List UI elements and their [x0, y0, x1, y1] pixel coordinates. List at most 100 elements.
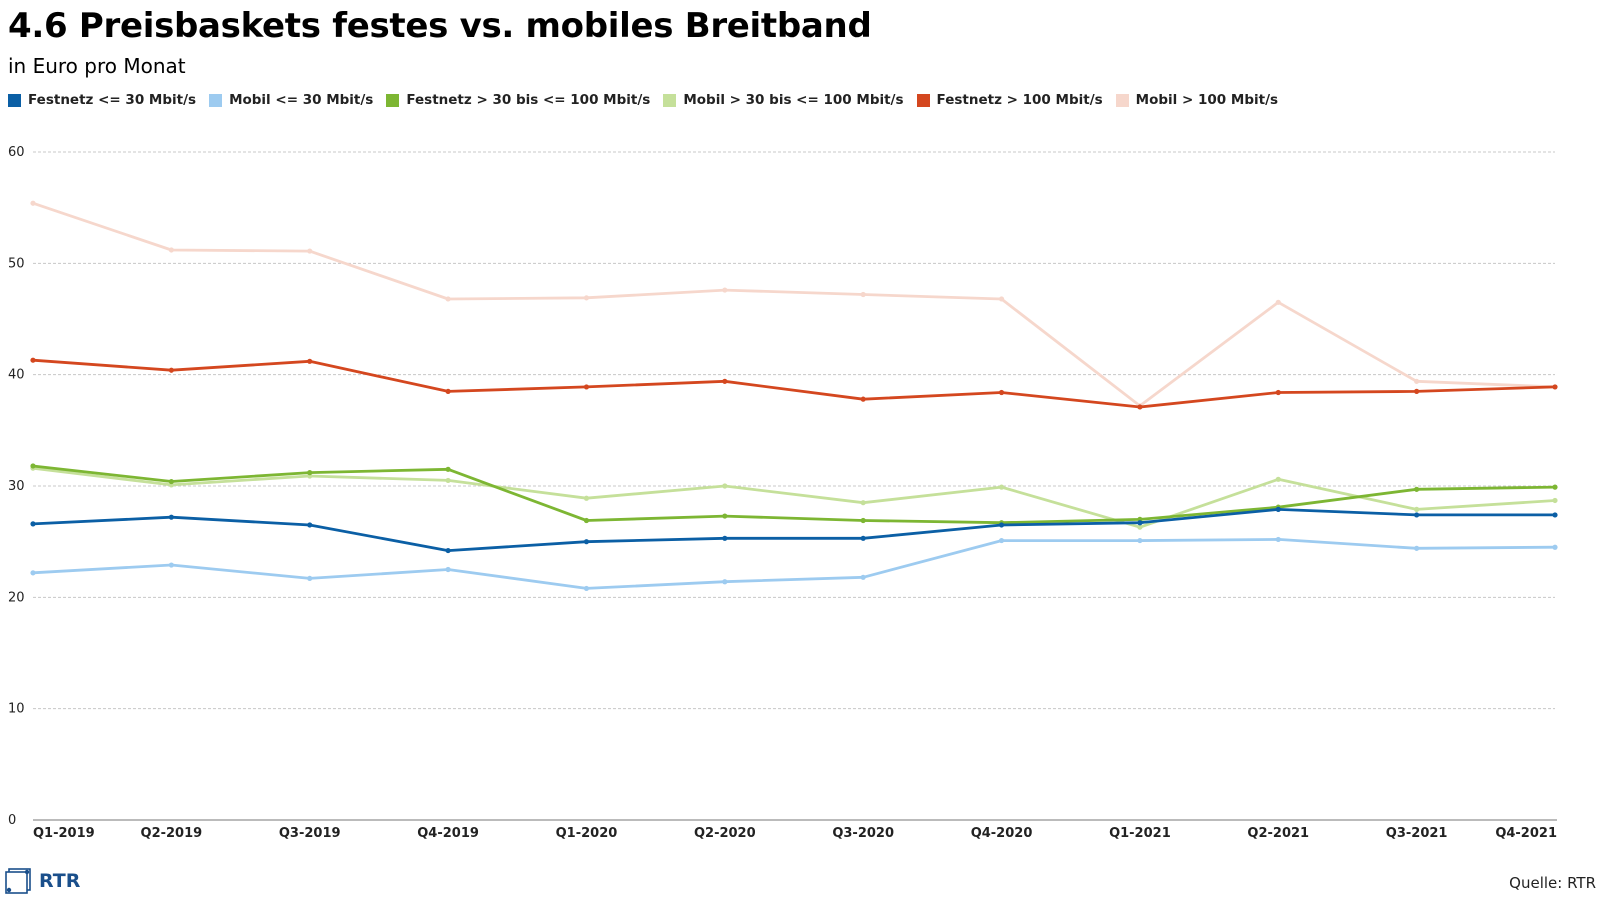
data-point [722, 513, 728, 519]
data-point [583, 517, 590, 524]
data-point [445, 296, 451, 302]
rtr-logo-icon [5, 868, 31, 894]
x-tick-label: Q2-2019 [141, 826, 203, 841]
x-tick-label: Q3-2019 [279, 826, 341, 841]
data-point [307, 358, 313, 364]
y-tick-label: 10 [8, 702, 25, 717]
source-note: Quelle: RTR [1509, 874, 1596, 892]
data-point [1275, 389, 1281, 396]
data-point [1414, 545, 1420, 551]
x-tick-label: Q4-2019 [417, 826, 479, 841]
y-tick-label: 40 [8, 368, 25, 383]
data-point [583, 384, 590, 390]
series-line [31, 507, 1557, 552]
data-point [168, 367, 174, 373]
x-tick-label: Q3-2020 [832, 826, 894, 841]
data-point [168, 562, 174, 568]
data-point [445, 466, 451, 472]
data-point [583, 585, 590, 592]
legend-label: Mobil > 100 Mbit/s [1135, 92, 1279, 108]
data-point [998, 537, 1005, 544]
data-point [1414, 486, 1420, 492]
data-point [860, 500, 866, 506]
data-point [860, 535, 866, 541]
y-tick-label: 30 [8, 479, 25, 494]
data-point [998, 296, 1005, 302]
data-point [168, 514, 174, 520]
data-point [1552, 497, 1558, 504]
series-line [31, 538, 1557, 590]
data-point [722, 483, 728, 489]
data-point [445, 547, 451, 554]
y-tick-label: 20 [8, 590, 25, 605]
y-tick-label: 0 [8, 813, 16, 828]
legend-item: Mobil > 100 Mbit/s [1115, 92, 1279, 108]
legend-item: Festnetz > 100 Mbit/s [916, 92, 1103, 108]
data-point [307, 575, 313, 582]
legend-swatch [386, 93, 400, 107]
data-point [307, 522, 313, 528]
legend-item: Mobil > 30 bis <= 100 Mbit/s [663, 92, 904, 108]
x-tick-label: Q4-2020 [971, 826, 1033, 841]
logo-text: RTR [39, 870, 81, 892]
legend-item: Festnetz <= 30 Mbit/s [8, 92, 196, 108]
data-point [998, 522, 1005, 528]
data-point [307, 470, 313, 476]
data-point [1552, 512, 1558, 518]
data-point [30, 200, 36, 206]
legend-swatch [209, 93, 223, 107]
data-point [30, 463, 36, 469]
data-point [1552, 384, 1558, 390]
data-point [1414, 506, 1420, 512]
data-point [1275, 506, 1281, 512]
legend-swatch [916, 93, 930, 107]
data-point [1552, 544, 1558, 550]
y-tick-label: 50 [8, 256, 25, 271]
data-point [1414, 388, 1420, 394]
data-point [30, 357, 36, 363]
data-point [860, 574, 866, 580]
chart-title: 4.6 Preisbaskets festes vs. mobiles Brei… [8, 6, 872, 46]
data-point [1414, 378, 1420, 384]
data-point [722, 535, 728, 541]
legend-item: Festnetz > 30 bis <= 100 Mbit/s [386, 92, 650, 108]
legend-swatch [663, 93, 677, 107]
x-tick-label: Q1-2020 [556, 826, 618, 841]
data-point [1137, 524, 1143, 530]
data-point [722, 378, 728, 384]
x-tick-label: Q4-2021 [1495, 826, 1557, 841]
legend-item: Mobil <= 30 Mbit/s [209, 92, 373, 108]
data-point [1137, 537, 1143, 544]
series-line [31, 464, 1557, 525]
x-tick-label: Q3-2021 [1386, 826, 1448, 841]
x-tick-label: Q2-2021 [1247, 826, 1309, 841]
x-tick-label: Q1-2021 [1109, 826, 1171, 841]
x-tick-label: Q2-2020 [694, 826, 756, 841]
series-line [31, 201, 1557, 408]
legend-label: Festnetz > 30 bis <= 100 Mbit/s [406, 92, 651, 108]
data-point [168, 478, 174, 485]
data-point [583, 495, 590, 501]
data-point [583, 539, 590, 545]
y-tick-label: 60 [8, 145, 25, 160]
legend: Festnetz <= 30 Mbit/s Mobil <= 30 Mbit/s F… [8, 92, 1291, 108]
legend-swatch [8, 93, 21, 107]
data-point [30, 570, 36, 576]
data-point [722, 579, 728, 585]
x-tick-label: Q1-2019 [33, 826, 95, 841]
data-point [445, 566, 451, 573]
data-point [1275, 476, 1281, 482]
data-point [445, 388, 451, 394]
data-point [860, 291, 866, 298]
chart-subtitle: in Euro pro Monat [8, 54, 186, 78]
data-point [445, 477, 451, 484]
data-point [583, 295, 590, 301]
data-point [1552, 484, 1558, 490]
data-point [1275, 299, 1281, 305]
data-point [1137, 404, 1143, 410]
data-point [168, 247, 174, 253]
legend-swatch [1115, 93, 1129, 107]
data-point [307, 248, 313, 254]
legend-label: Mobil <= 30 Mbit/s [229, 92, 374, 108]
